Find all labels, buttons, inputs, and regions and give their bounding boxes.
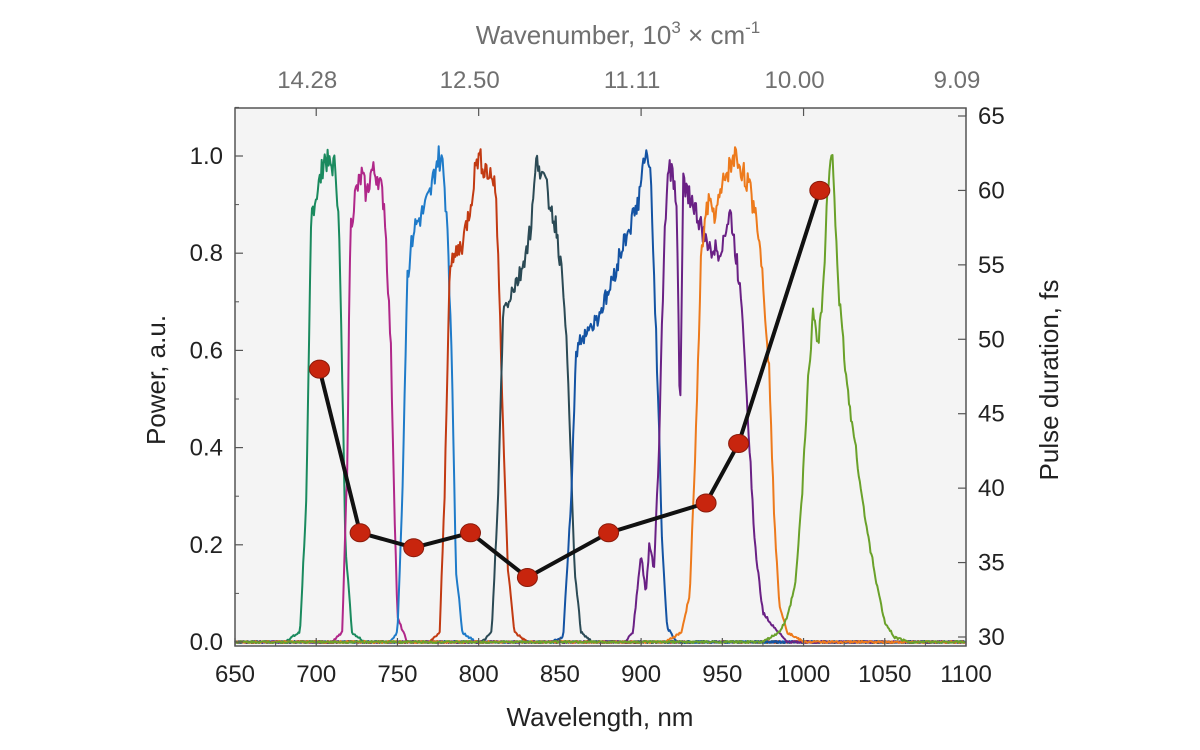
x-tick-label: 1000	[777, 661, 830, 688]
pulse-duration-point	[309, 359, 330, 379]
y-left-tick-label: 1.0	[190, 143, 223, 170]
top-tick-label: 11.11	[604, 67, 661, 94]
pulse-duration-point	[349, 523, 371, 543]
tick-labels: 650 700 750 800 850 900 950 1000 1050 1100 0.0 0.2 0…	[190, 67, 1005, 688]
y-axis-title-left: Power, a.u.	[141, 315, 171, 445]
y-left-tick-label: 0.2	[190, 532, 223, 559]
y-left-tick-label: 0.6	[190, 337, 223, 364]
spectrum-line-9	[235, 154, 966, 644]
y-right-tick-label: 50	[978, 326, 1005, 353]
top-tick-label: 14.28	[277, 67, 337, 94]
pulse-duration-point	[809, 180, 831, 200]
top-tick-label: 9.09	[934, 67, 981, 94]
x-tick-label: 650	[215, 661, 255, 688]
x-tick-label: 900	[621, 661, 661, 688]
y-right-tick-label: 40	[978, 475, 1005, 502]
y-axis-title-right: Pulse duration, fs	[1034, 280, 1064, 481]
y-right-tick-label: 65	[978, 103, 1005, 130]
y-right-tick-label: 60	[978, 177, 1005, 204]
y-left-tick-label: 0.4	[190, 435, 223, 462]
y-right-tick-label: 55	[978, 252, 1005, 279]
x-tick-label: 700	[296, 661, 336, 688]
top-tick-label: 12.50	[440, 67, 500, 94]
pulse-duration-point	[403, 538, 425, 558]
top-axis-title: Wavenumber, 103 × cm-1	[476, 18, 760, 50]
tick-marks	[234, 106, 967, 646]
y-left-tick-label: 0.8	[190, 240, 223, 267]
y-left-tick-label: 0.0	[190, 629, 223, 656]
x-tick-label: 1050	[858, 661, 911, 688]
y-right-tick-label: 35	[978, 550, 1005, 577]
x-tick-label: 750	[377, 661, 417, 688]
x-tick-label: 950	[702, 661, 742, 688]
pulse-duration-point	[695, 493, 717, 513]
pulse-duration-point	[598, 523, 620, 543]
y-right-tick-label: 30	[978, 624, 1005, 651]
pulse-duration-series	[309, 180, 831, 587]
pulse-duration-point	[516, 568, 538, 587]
plot-area	[235, 108, 966, 646]
top-tick-label: 10.00	[765, 67, 825, 94]
pulse-duration-point	[460, 523, 481, 543]
pulse-duration-point	[728, 434, 750, 453]
x-tick-label: 800	[459, 661, 499, 688]
y-right-tick-label: 45	[978, 401, 1005, 428]
x-tick-label: 850	[540, 661, 580, 688]
x-tick-label: 1100	[940, 661, 992, 688]
x-axis-title: Wavelength, nm	[507, 702, 694, 732]
